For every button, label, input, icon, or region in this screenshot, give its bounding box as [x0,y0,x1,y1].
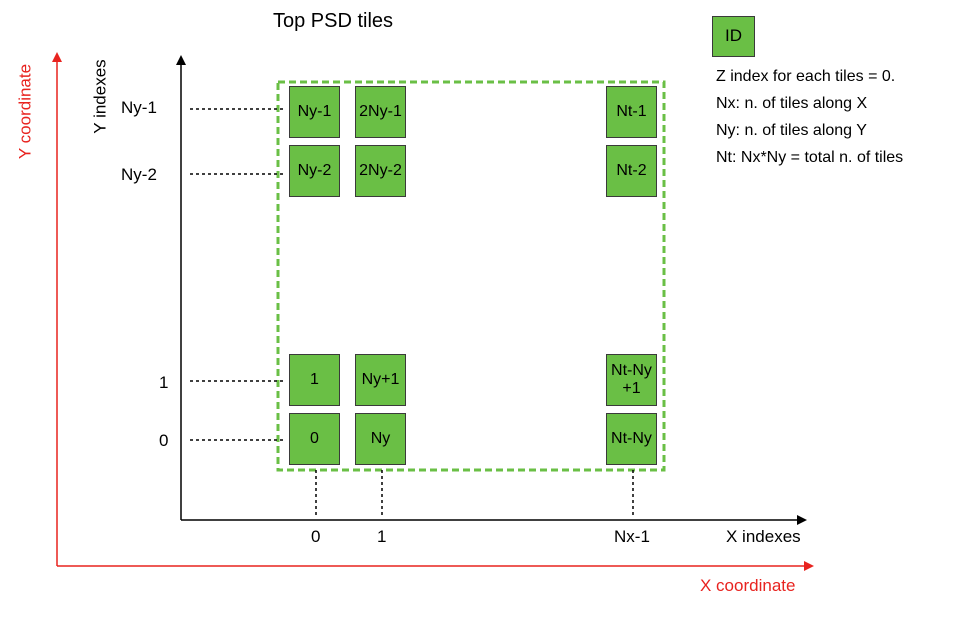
x-coordinate-label: X coordinate [700,576,796,595]
y-tick-label: 1 [159,373,169,392]
y-tick-label: 0 [159,431,169,450]
tile: Nt-Ny +1 [606,354,657,406]
x-tick-label: 1 [377,527,387,546]
tile: Nt-2 [606,145,657,197]
y-tick-label: Ny-2 [121,165,157,184]
tile: Ny-2 [289,145,340,197]
legend-line: Nt: Nx*Ny = total n. of tiles [716,149,904,166]
legend-line: Nx: n. of tiles along X [716,95,868,112]
tile: Ny-1 [289,86,340,138]
x-tick-label: 0 [311,527,321,546]
tile: Ny+1 [355,354,406,406]
tile: 2Ny-1 [355,86,406,138]
y-tick-label: Ny-1 [121,98,157,117]
y-coordinate-label: Y coordinate [15,63,35,160]
tile: Nt-1 [606,86,657,138]
tile: 2Ny-2 [355,145,406,197]
diagram-title: Top PSD tiles [273,10,394,32]
y-index-label: Y indexes [90,59,110,134]
x-tick-label: Nx-1 [614,527,650,546]
tile: 0 [289,413,340,465]
x-index-label: X indexes [726,527,801,546]
tile: Ny [355,413,406,465]
legend-id-box: ID [712,16,755,57]
legend-line: Z index for each tiles = 0. [716,68,896,85]
tile: 1 [289,354,340,406]
tile: Nt-Ny [606,413,657,465]
legend-line: Ny: n. of tiles along Y [716,122,867,139]
tile-region-border [276,80,666,472]
